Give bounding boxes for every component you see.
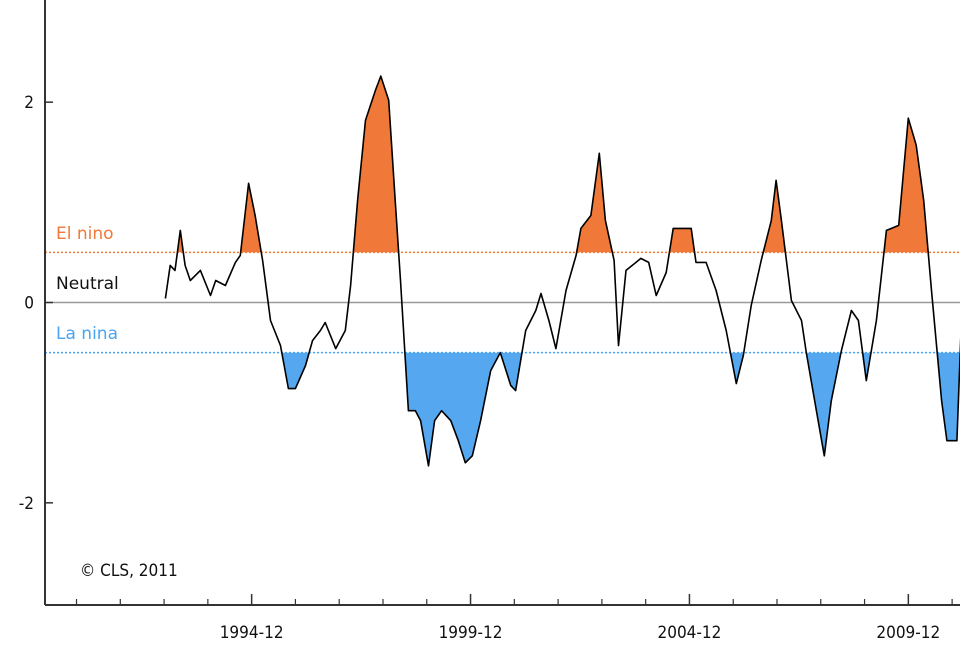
la-nina-fill-area: [165, 352, 960, 466]
y-tick-label: -2: [19, 494, 34, 514]
y-tick-label: 0: [24, 294, 34, 314]
copyright-annotation: © CLS, 2011: [80, 561, 178, 581]
x-tick-label: 1999-12: [439, 623, 503, 643]
el-nino-label: El nino: [56, 224, 114, 244]
x-tick-label: 2009-12: [876, 623, 940, 643]
x-tick-label: 2004-12: [657, 623, 721, 643]
threshold-lines: [45, 251, 960, 354]
el-nino-fill-area: [165, 76, 960, 253]
neutral-label: Neutral: [56, 274, 119, 294]
fills-layer: [165, 76, 960, 466]
series-layer: [164, 75, 960, 467]
x-tick-label: 1994-12: [220, 623, 284, 643]
la-nina-label: La nina: [56, 324, 118, 344]
y-tick-label: 2: [24, 93, 34, 113]
index-series-line: [164, 75, 960, 467]
axes: 2 0 -2 1994-12 1999-12 2004-12 2009-12: [19, 0, 960, 643]
